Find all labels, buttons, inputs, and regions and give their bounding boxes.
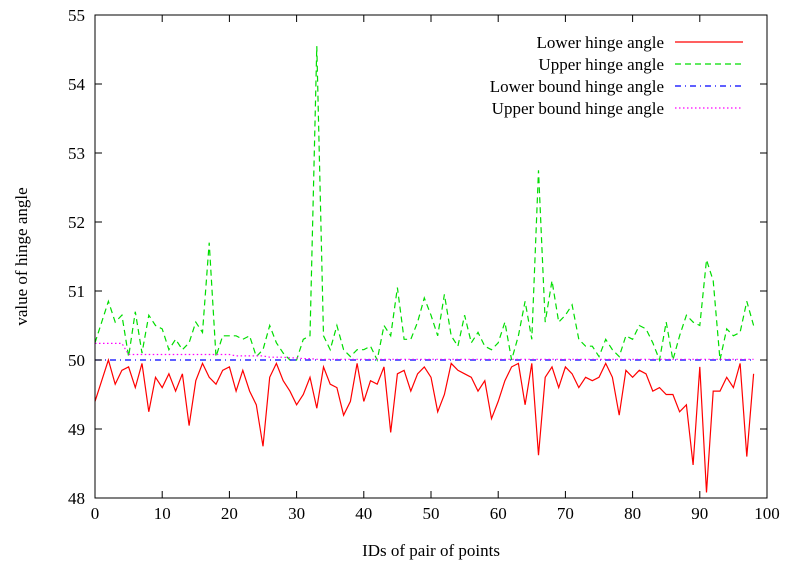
legend-entry-upper-hinge: Upper hinge angle — [538, 55, 743, 74]
legend-label-lower-bound-hinge-angle: Lower bound hinge angle — [490, 77, 664, 96]
legend-label-upper-hinge-angle: Upper hinge angle — [538, 55, 664, 74]
x-tick-label: 100 — [754, 504, 780, 523]
x-tick-label: 70 — [557, 504, 574, 523]
ticks-layer: 0 10 20 30 40 50 60 70 80 90 100 48 49 50 51 52 53 54 55 — [68, 6, 780, 523]
y-tick-label: 49 — [68, 420, 85, 439]
series-line-upper-hinge-angle — [94, 46, 755, 363]
series-line-upper-bound-hinge-angle — [95, 342, 754, 360]
legend-entry-lower-hinge: Lower hinge angle — [537, 33, 743, 52]
series-layer — [94, 46, 755, 493]
legend-label-lower-hinge-angle: Lower hinge angle — [537, 33, 664, 52]
y-tick-label: 50 — [68, 351, 85, 370]
legend-entry-upper-bound: Upper bound hinge angle — [492, 99, 743, 118]
y-tick-label: 51 — [68, 282, 85, 301]
plot-frame — [94, 14, 768, 499]
x-tick-label: 50 — [423, 504, 440, 523]
x-tick-label: 90 — [691, 504, 708, 523]
legend-entry-lower-bound: Lower bound hinge angle — [490, 77, 743, 96]
y-tick-label: 48 — [68, 489, 85, 508]
series-line-lower-hinge-angle — [94, 357, 755, 493]
x-tick-label: 20 — [221, 504, 238, 523]
y-tick-label: 52 — [68, 213, 85, 232]
x-tick-label: 30 — [288, 504, 305, 523]
x-axis-title: IDs of pair of points — [362, 541, 500, 560]
x-tick-label: 60 — [490, 504, 507, 523]
x-tick-label: 0 — [91, 504, 100, 523]
y-tick-label: 53 — [68, 144, 85, 163]
legend: Lower hinge angle Upper hinge angle Lowe… — [490, 33, 743, 118]
legend-label-upper-bound-hinge-angle: Upper bound hinge angle — [492, 99, 664, 118]
y-axis-title: value of hinge angle — [12, 187, 31, 325]
y-tick-label: 55 — [68, 6, 85, 25]
x-tick-label: 40 — [355, 504, 372, 523]
x-tick-label: 10 — [154, 504, 171, 523]
x-tick-label: 80 — [624, 504, 641, 523]
y-tick-label: 54 — [68, 75, 86, 94]
